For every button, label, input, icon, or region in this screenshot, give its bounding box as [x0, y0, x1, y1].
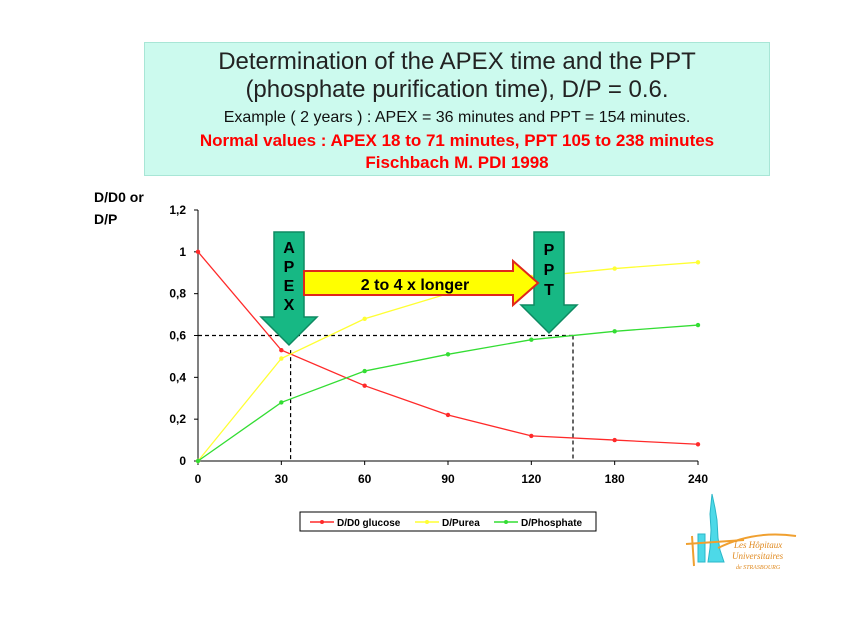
- reference-text: Fischbach M. PDI 1998: [365, 153, 549, 172]
- legend-label: D/Purea: [442, 518, 480, 529]
- chart-legend: D/D0 glucose D/Purea D/Phosphate: [299, 511, 597, 532]
- title-box: Determination of the APEX time and the P…: [144, 42, 770, 176]
- data-point: [362, 316, 367, 321]
- data-point: [612, 329, 617, 334]
- ppt-label-letter: P: [544, 262, 555, 279]
- data-point: [279, 347, 284, 353]
- data-point: [612, 437, 617, 443]
- x-tick-label: 180: [605, 472, 625, 486]
- legend-swatch-marker: [504, 520, 508, 524]
- y-tick-label: 1: [179, 245, 186, 259]
- data-point: [695, 322, 701, 328]
- data-point: [362, 383, 367, 388]
- y-tick-label: 0,2: [169, 412, 186, 426]
- data-point: [279, 356, 284, 361]
- data-point: [445, 352, 451, 357]
- slide-title-line-1: Determination of the APEX time and the P…: [218, 48, 696, 75]
- data-point: [529, 433, 534, 439]
- data-point: [445, 412, 451, 418]
- data-point: [362, 368, 367, 374]
- normal-values-text: Normal values : APEX 18 to 71 minutes, P…: [199, 131, 715, 150]
- y-tick-label: 0: [179, 454, 186, 468]
- y-tick-label: 1,2: [169, 203, 186, 217]
- apex-label-letter: X: [284, 297, 295, 314]
- data-point: [195, 249, 201, 255]
- legend-swatch-marker: [320, 520, 324, 524]
- chart-axes: 0 0,2 0,4 0,6 0,8 1 1,2 0 30 60 90 120 180 240 D/D0 or…: [94, 189, 708, 486]
- logo-swoosh-icon: [717, 533, 797, 549]
- logo-text-line-1: Les Hôpitaux: [733, 540, 782, 550]
- y-tick-label: 0,8: [169, 287, 186, 301]
- apex-arrow-icon: [259, 231, 319, 347]
- y-axis-label-line-2: D/P: [94, 211, 117, 227]
- longer-arrow-label: 2 to 4 x longer: [361, 277, 469, 294]
- apex-label-letter: P: [284, 259, 295, 276]
- legend-label: D/D0 glucose: [337, 518, 401, 529]
- hospital-logo: Les Hôpitaux Universitaires de STRASBOUR…: [685, 493, 797, 571]
- slide-title-line-2: (phosphate purification time), D/P = 0.6…: [245, 76, 669, 103]
- legend-box: [299, 511, 597, 532]
- data-point: [529, 337, 534, 342]
- apex-label-letter: E: [284, 278, 295, 295]
- x-tick-label: 90: [441, 472, 455, 486]
- longer-arrow-icon: [303, 258, 540, 308]
- example-text: Example ( 2 years ) : APEX = 36 minutes …: [223, 109, 691, 126]
- y-tick-label: 0,6: [169, 329, 186, 343]
- legend-label: D/Phosphate: [521, 518, 583, 529]
- apex-label-letter: A: [283, 240, 295, 257]
- ppt-label-letter: P: [544, 242, 555, 259]
- data-point: [695, 442, 701, 447]
- data-point: [195, 458, 201, 464]
- ppt-label-letter: T: [544, 282, 554, 299]
- data-point: [279, 400, 284, 405]
- x-tick-label: 240: [688, 472, 708, 486]
- logo-side-tower-icon: [697, 533, 706, 563]
- ppt-arrow-icon: [519, 231, 579, 335]
- x-tick-label: 60: [358, 472, 372, 486]
- data-point: [695, 260, 701, 265]
- logo-cathedral-icon: [707, 493, 725, 563]
- logo-text-line-3: de STRASBOURG: [736, 565, 781, 571]
- y-tick-label: 0,4: [169, 370, 186, 384]
- x-tick-label: 0: [195, 472, 202, 486]
- data-point: [612, 266, 617, 271]
- x-tick-label: 30: [275, 472, 289, 486]
- x-tick-label: 120: [521, 472, 541, 486]
- logo-text-line-2: Universitaires: [732, 551, 784, 561]
- chart-guides: [198, 334, 574, 461]
- legend-swatch-marker: [425, 520, 429, 524]
- y-axis-label-line-1: D/D0 or: [94, 189, 144, 205]
